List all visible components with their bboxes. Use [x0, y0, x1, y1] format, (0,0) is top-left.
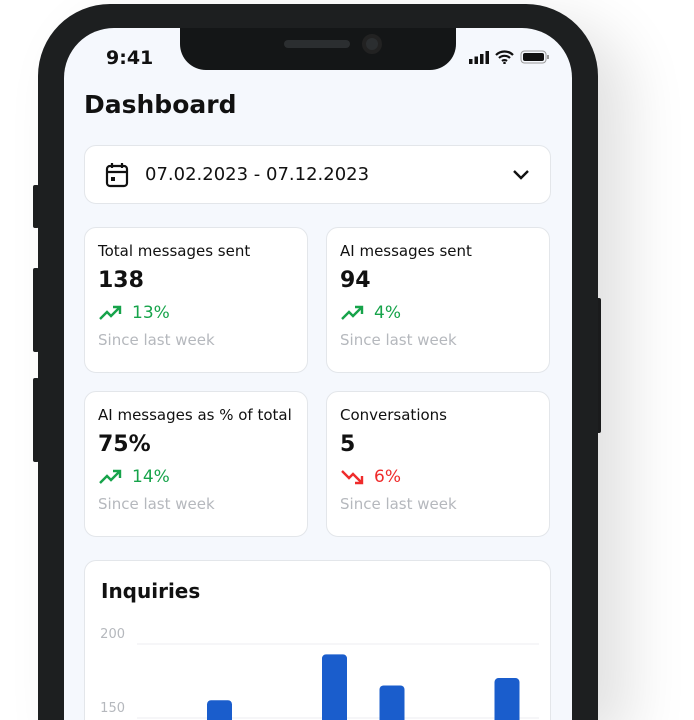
trend-down-icon	[341, 470, 364, 485]
screen: 9:41 Dashboard 07.02.2023 - 07.12.2023 T…	[64, 28, 572, 720]
status-time: 9:41	[106, 47, 154, 69]
notch	[180, 28, 456, 70]
y-tick-label: 200	[100, 627, 125, 642]
bar	[322, 654, 347, 720]
stat-value: 5	[340, 432, 356, 457]
calendar-icon	[105, 162, 129, 187]
chart-plot: 200 150	[100, 627, 539, 720]
stat-change: 13%	[132, 303, 170, 323]
speaker	[284, 40, 350, 48]
stat-change: 6%	[374, 467, 401, 487]
camera	[362, 34, 382, 54]
wifi-icon	[495, 50, 514, 64]
mute-switch	[33, 185, 39, 228]
stat-label: AI messages as % of total	[98, 406, 292, 424]
bar	[494, 678, 520, 720]
stat-card[interactable]: Conversations 5 6% Since last week	[326, 391, 550, 537]
trend-up-icon	[341, 305, 364, 320]
date-range-picker[interactable]: 07.02.2023 - 07.12.2023	[84, 145, 551, 204]
bar	[379, 685, 405, 720]
bar	[207, 700, 232, 720]
stat-label: Conversations	[340, 406, 447, 424]
power-button	[595, 298, 601, 433]
chart-title: Inquiries	[101, 579, 201, 603]
volume-down-button	[33, 378, 39, 462]
date-range-value: 07.02.2023 - 07.12.2023	[145, 164, 370, 185]
signal-icon	[469, 50, 489, 64]
stat-value: 75%	[98, 432, 151, 457]
stat-card[interactable]: AI messages as % of total 75% 14% Since …	[84, 391, 308, 537]
page-title: Dashboard	[84, 90, 237, 119]
stat-value: 138	[98, 268, 144, 293]
trend-up-icon	[99, 305, 122, 320]
volume-up-button	[33, 268, 39, 352]
y-tick-label: 150	[100, 701, 125, 716]
inquiries-chart: Inquiries 200 150	[84, 560, 551, 720]
battery-icon	[520, 50, 549, 64]
stat-since: Since last week	[98, 495, 215, 513]
stat-change: 4%	[374, 303, 401, 323]
stat-label: AI messages sent	[340, 242, 472, 260]
stat-label: Total messages sent	[98, 242, 251, 260]
trend-up-icon	[99, 469, 122, 484]
status-icons	[469, 50, 550, 64]
stat-value: 94	[340, 268, 371, 293]
stat-since: Since last week	[98, 331, 215, 349]
stat-change: 14%	[132, 467, 170, 487]
stat-since: Since last week	[340, 331, 457, 349]
stat-card[interactable]: Total messages sent 138 13% Since last w…	[84, 227, 308, 373]
chevron-down-icon	[513, 169, 529, 180]
stat-since: Since last week	[340, 495, 457, 513]
stat-card[interactable]: AI messages sent 94 4% Since last week	[326, 227, 550, 373]
